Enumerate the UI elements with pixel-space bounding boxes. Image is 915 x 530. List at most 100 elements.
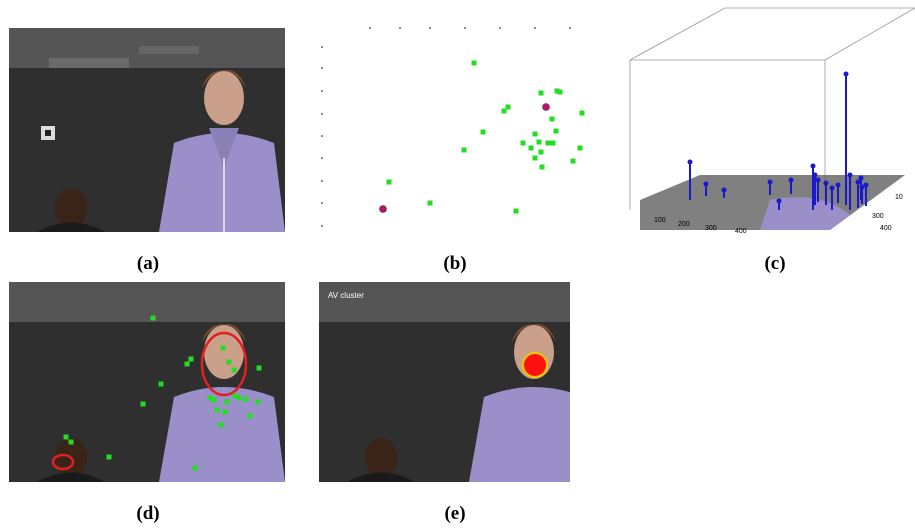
caption-b: (b) (443, 253, 467, 274)
video-point (550, 140, 556, 146)
caption-a: (a) (136, 253, 160, 274)
video-point (236, 395, 242, 401)
stem-head (858, 175, 864, 181)
video-point (68, 439, 74, 445)
y-axis-tick (321, 225, 323, 227)
video-point (538, 90, 544, 96)
y-axis-tick (321, 202, 323, 204)
stem-head (835, 182, 841, 188)
z-tick: 10 (895, 194, 903, 201)
fused-marker (522, 352, 548, 378)
video-point (255, 399, 261, 405)
video-point (63, 434, 69, 440)
y-tick: 300 (872, 213, 884, 220)
audio-point (379, 205, 387, 213)
y-axis-tick (321, 46, 323, 48)
y-axis-tick (321, 90, 323, 92)
panel-c-3d-stem: 100 200 300 400 300 400 10 (629, 7, 915, 235)
stem-head (788, 177, 794, 183)
video-point (140, 401, 146, 407)
y-axis-tick (321, 157, 323, 159)
video-point (224, 399, 230, 405)
video-point (220, 345, 226, 351)
video-point (471, 60, 477, 66)
y-tick: 400 (880, 225, 892, 232)
video-point (188, 356, 194, 362)
video-point (528, 145, 534, 151)
stem-head (703, 181, 709, 187)
video-point (150, 315, 156, 321)
video-point (557, 89, 563, 95)
y-axis-tick (321, 67, 323, 69)
video-point (427, 200, 433, 206)
stem-head (847, 172, 853, 178)
video-point (192, 465, 198, 471)
video-point (214, 407, 220, 413)
stem-head (863, 182, 869, 188)
x-axis-tick (534, 27, 536, 29)
stem-head (721, 187, 727, 193)
video-point (501, 108, 507, 114)
x-tick: 400 (735, 228, 747, 235)
video-point (461, 147, 467, 153)
stem-head (815, 177, 821, 183)
stem-head (829, 185, 835, 191)
y-axis-tick (321, 113, 323, 115)
video-point (226, 359, 232, 365)
caption-d: (d) (136, 503, 160, 524)
video-point (106, 454, 112, 460)
stem-head (767, 179, 773, 185)
stem-head (812, 172, 818, 178)
panel-d-photo (9, 282, 285, 482)
stem-head (843, 71, 849, 77)
video-point (532, 155, 538, 161)
video-point (218, 422, 224, 428)
video-point (231, 367, 237, 373)
caption-c: (c) (764, 253, 786, 274)
stem-head (823, 180, 829, 186)
video-point (158, 381, 164, 387)
video-point (505, 104, 511, 110)
stem-head (859, 184, 865, 190)
listener-ellipse (51, 453, 75, 471)
stem-head (810, 163, 816, 169)
x-axis-tick (499, 27, 501, 29)
video-point (577, 145, 583, 151)
x-tick: 300 (705, 225, 717, 232)
video-point (222, 409, 228, 415)
x-axis-tick (464, 27, 466, 29)
x-tick: 100 (654, 217, 666, 224)
video-point (386, 179, 392, 185)
video-point (554, 88, 560, 94)
video-point (232, 393, 238, 399)
video-point (256, 365, 262, 371)
video-point (247, 413, 253, 419)
video-point (538, 149, 544, 155)
video-point (545, 140, 551, 146)
video-point (532, 131, 538, 137)
audio-point (542, 103, 550, 111)
video-point (480, 129, 486, 135)
video-point (520, 140, 526, 146)
video-point (243, 396, 249, 402)
stem-head (855, 179, 861, 185)
caption-e: (e) (444, 503, 466, 524)
stem-head (687, 159, 693, 165)
video-point (549, 116, 555, 122)
video-point (539, 164, 545, 170)
video-point (207, 395, 213, 401)
stem-head (776, 198, 782, 204)
video-point (570, 158, 576, 164)
video-point (184, 361, 190, 367)
x-axis-tick (369, 27, 371, 29)
video-point (553, 128, 559, 134)
video-point (579, 110, 585, 116)
y-axis-tick (321, 135, 323, 137)
x-axis-tick (429, 27, 431, 29)
x-tick: 200 (678, 221, 690, 228)
x-axis-tick (569, 27, 571, 29)
panel-a-photo (9, 28, 285, 232)
video-point (211, 397, 217, 403)
y-axis-tick (321, 180, 323, 182)
